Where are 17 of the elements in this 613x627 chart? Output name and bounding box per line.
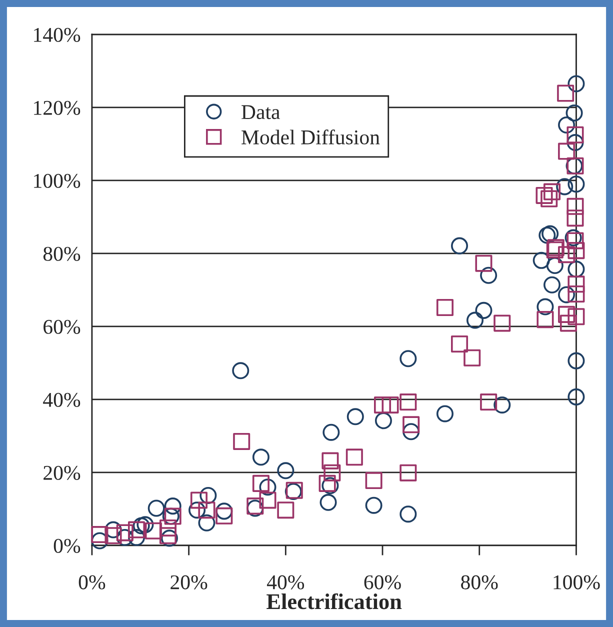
legend-label: Model Diffusion [242, 130, 380, 144]
y-tick-label: 60% [44, 320, 80, 334]
y-tick-label: 80% [43, 246, 80, 261]
y-tick-label: 0% [54, 538, 80, 553]
y-tick-label: 120% [34, 100, 80, 115]
x-tick-label: 0% [78, 575, 106, 590]
x-tick-label: 20% [170, 575, 208, 590]
x-tick-label: 100% [554, 575, 600, 590]
y-tick-label: 40% [43, 392, 80, 407]
x-tick-label: 80% [461, 575, 498, 590]
y-tick-label: 20% [44, 466, 80, 480]
x-axis-title: Electrification [266, 593, 402, 610]
y-tick-label: 140% [34, 28, 80, 42]
x-tick-label: 40% [266, 575, 304, 590]
legend-label: Data [242, 105, 280, 120]
x-tick-label: 60% [364, 575, 401, 590]
y-tick-label: 100% [34, 174, 80, 188]
